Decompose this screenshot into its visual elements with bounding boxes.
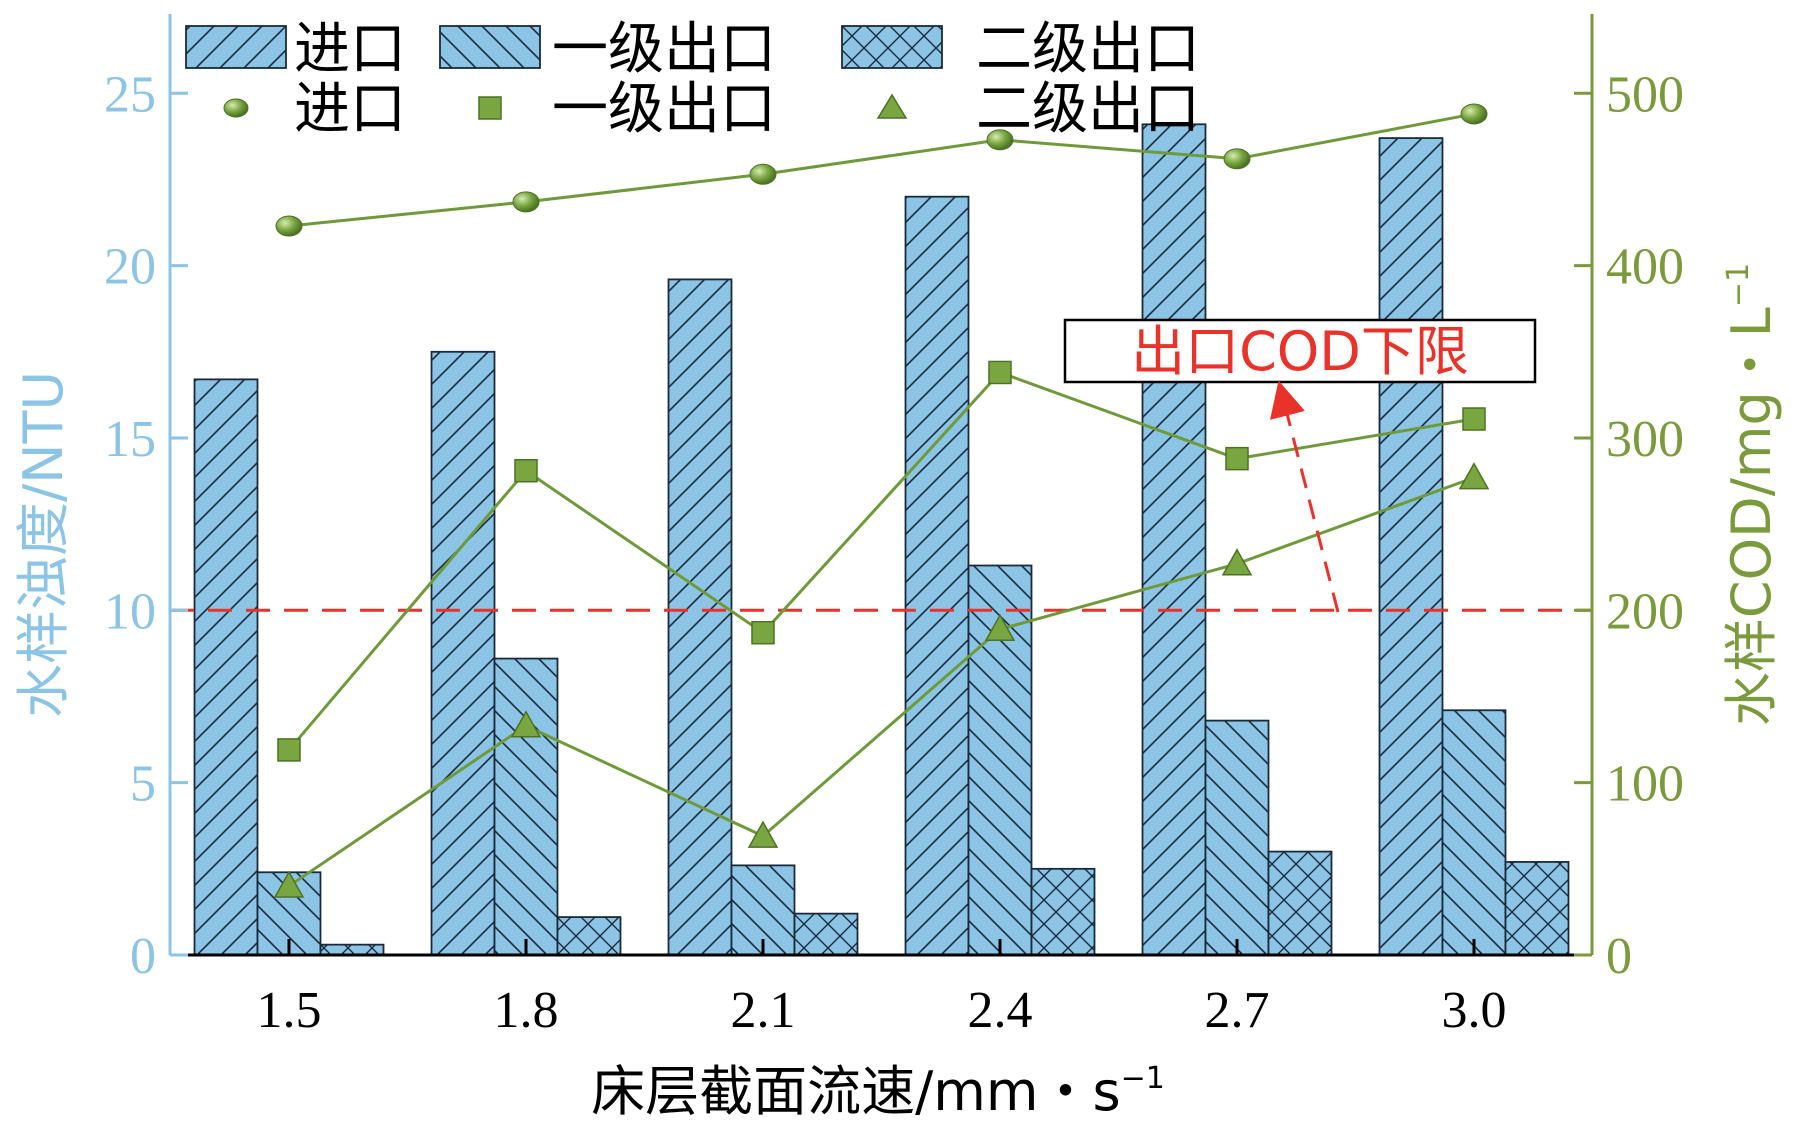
point-0-3 xyxy=(986,129,1014,151)
x-tick-label-2: 2.1 xyxy=(731,982,796,1039)
point-2-3 xyxy=(984,613,1016,642)
bar-1-1 xyxy=(493,657,559,956)
bar-1-4 xyxy=(1204,719,1270,956)
point-0-4 xyxy=(1223,148,1251,170)
legend-line-label-0: 进口 xyxy=(294,77,406,142)
point-1-5 xyxy=(1462,407,1486,431)
annotation-arrow xyxy=(1270,380,1340,613)
x-tick-label-0: 1.5 xyxy=(257,982,322,1039)
left-tick-label-2: 10 xyxy=(104,583,156,640)
point-0-0 xyxy=(275,215,303,237)
point-0-1 xyxy=(512,191,540,213)
point-2-5 xyxy=(1458,462,1490,490)
x-axis-title: 床层截面流速/mm・s−1 xyxy=(591,1060,1165,1123)
left-tick-label-1: 5 xyxy=(130,756,156,813)
right-axis-title-sup: −1 xyxy=(1721,263,1756,307)
left-axis-title: 水样浊度/NTU xyxy=(12,371,75,718)
legend-bar-label-2: 二级出口 xyxy=(976,17,1200,82)
right-tick-label-1: 100 xyxy=(1606,756,1684,813)
bar-2-5 xyxy=(1504,861,1570,956)
annotation-group: 出口COD下限 xyxy=(1063,318,1537,613)
series-line-2 xyxy=(288,476,1475,888)
line-series-group xyxy=(273,103,1490,898)
legend-bar-swatch-0 xyxy=(185,25,287,69)
bar-2-4 xyxy=(1267,850,1333,956)
x-tick-label-3: 2.4 xyxy=(968,982,1033,1039)
legend-line-label-1: 一级出口 xyxy=(552,77,776,142)
bar-2-1 xyxy=(556,916,622,956)
bar-0-4 xyxy=(1141,123,1207,956)
point-0-2 xyxy=(749,163,777,185)
right-tick-label-4: 400 xyxy=(1606,239,1684,296)
x-tick-label-4: 2.7 xyxy=(1205,982,1270,1039)
point-2-4 xyxy=(1221,548,1253,576)
legend-bar-swatch-2 xyxy=(841,25,943,69)
legend-bar-swatch-1 xyxy=(439,25,541,69)
left-tick-label-5: 25 xyxy=(104,66,156,123)
series-line-0 xyxy=(288,112,1475,228)
axes-group: 0 5 10 15 20 25 0 100 200 300 400 500 1.5 1.8 2.1 2.4 2.… xyxy=(12,14,1783,1123)
bar-2-3 xyxy=(1030,867,1096,956)
right-tick-label-3: 300 xyxy=(1606,411,1684,468)
point-1-4 xyxy=(1225,446,1249,471)
bar-2-0 xyxy=(319,943,385,956)
bar-0-0 xyxy=(193,378,259,956)
bar-1-5 xyxy=(1441,709,1507,956)
x-tick-label-5: 3.0 xyxy=(1442,982,1507,1039)
point-1-2 xyxy=(751,620,775,645)
left-tick-label-3: 15 xyxy=(104,411,156,468)
legend-bar-label-1: 一级出口 xyxy=(552,17,776,82)
point-1-0 xyxy=(277,738,301,762)
point-1-3 xyxy=(988,360,1012,385)
left-tick-label-4: 20 xyxy=(104,239,156,296)
annotation-label: 出口COD下限 xyxy=(1131,320,1469,383)
bar-group xyxy=(193,123,1570,956)
bar-0-5 xyxy=(1378,137,1444,956)
point-2-0 xyxy=(273,870,305,898)
bar-0-2 xyxy=(667,278,733,956)
point-2-2 xyxy=(747,820,779,848)
point-0-5 xyxy=(1460,103,1488,125)
legend-line-marker-1 xyxy=(478,96,502,120)
point-2-1 xyxy=(510,710,542,738)
x-tick-label-1: 1.8 xyxy=(494,982,559,1039)
legend-line-marker-0 xyxy=(223,98,249,118)
right-tick-label-2: 200 xyxy=(1606,583,1684,640)
right-tick-label-5: 500 xyxy=(1606,66,1684,123)
annotation-box xyxy=(1063,318,1537,384)
right-axis-title: 水样COD/mg・L−1 xyxy=(1720,263,1783,726)
legend-line-marker-2 xyxy=(876,93,908,119)
bar-0-1 xyxy=(430,350,496,956)
legend-line-label-2: 二级出口 xyxy=(976,77,1200,142)
legend-bar-label-0: 进口 xyxy=(294,17,406,82)
right-tick-label-0: 0 xyxy=(1606,928,1632,985)
x-axis-title-sup: −1 xyxy=(1121,1061,1165,1096)
point-1-1 xyxy=(514,458,538,483)
bar-2-2 xyxy=(793,912,859,956)
left-tick-label-0: 0 xyxy=(130,928,156,985)
bar-0-3 xyxy=(904,195,970,956)
series-line-1 xyxy=(287,370,1475,751)
